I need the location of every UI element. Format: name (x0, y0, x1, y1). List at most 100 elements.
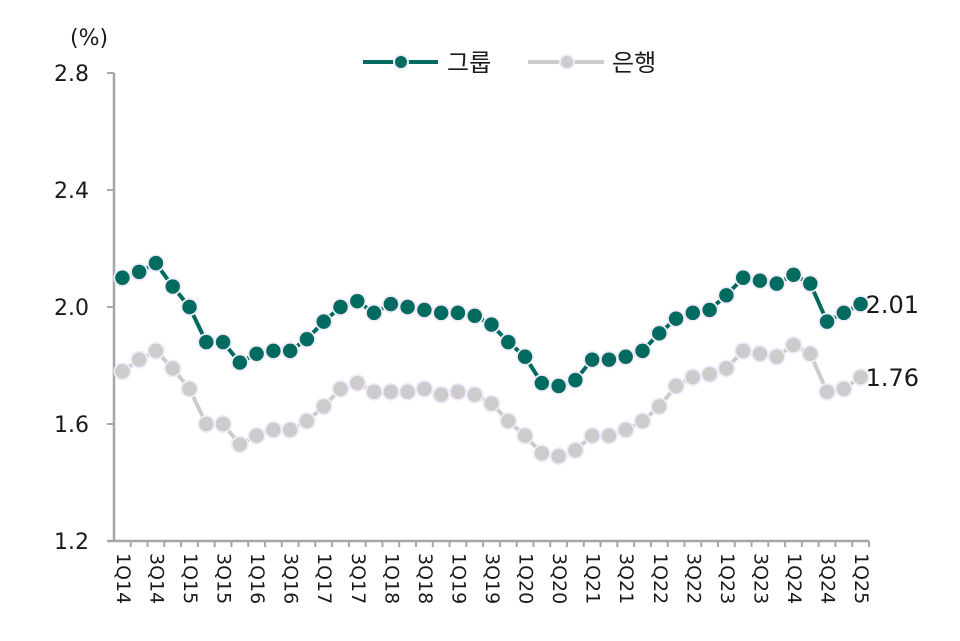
data-point[interactable] (350, 293, 365, 309)
data-point[interactable] (366, 384, 382, 400)
data-point[interactable] (115, 270, 130, 285)
data-point[interactable] (131, 352, 147, 367)
data-point[interactable] (601, 352, 617, 367)
data-point[interactable] (735, 343, 751, 359)
data-point[interactable] (819, 314, 835, 329)
data-point[interactable] (803, 276, 818, 291)
axes (107, 72, 870, 547)
data-point[interactable] (450, 384, 466, 400)
data-point[interactable] (635, 343, 650, 359)
data-point[interactable] (652, 399, 667, 414)
series-layer: 1.76 2.01 (113, 254, 919, 466)
legend-item-group[interactable]: 그룹 (363, 49, 491, 77)
data-point[interactable] (249, 428, 264, 443)
data-point[interactable] (786, 337, 801, 353)
data-point[interactable] (685, 370, 701, 385)
data-point[interactable] (316, 399, 331, 414)
data-point[interactable] (584, 352, 600, 367)
data-point[interactable] (215, 416, 231, 432)
data-point[interactable] (484, 317, 499, 332)
data-point[interactable] (282, 422, 298, 438)
data-point[interactable] (584, 428, 600, 443)
data-point[interactable] (383, 384, 399, 400)
data-point[interactable] (551, 378, 566, 394)
data-point[interactable] (450, 305, 466, 321)
y-tick-label: 2.8 (54, 62, 89, 87)
data-point[interactable] (534, 446, 550, 461)
data-point[interactable] (282, 343, 298, 359)
data-point[interactable] (836, 305, 852, 321)
data-point[interactable] (131, 264, 147, 280)
data-point[interactable] (568, 372, 583, 388)
data-point[interactable] (215, 334, 231, 350)
data-point[interactable] (601, 428, 617, 443)
data-point[interactable] (551, 448, 566, 464)
data-point[interactable] (199, 416, 214, 432)
data-point[interactable] (752, 346, 768, 361)
data-point[interactable] (534, 375, 550, 391)
data-point[interactable] (383, 296, 399, 312)
data-point[interactable] (735, 270, 751, 285)
data-point[interactable] (148, 343, 164, 359)
data-point[interactable] (635, 413, 650, 429)
data-point[interactable] (819, 384, 835, 400)
data-point[interactable] (769, 349, 784, 364)
data-point[interactable] (853, 296, 868, 312)
x-tick-label: 1Q14 (112, 553, 134, 604)
data-point[interactable] (182, 299, 197, 315)
legend-item-bank[interactable]: 은행 (528, 49, 656, 77)
data-point[interactable] (517, 349, 533, 364)
data-point[interactable] (333, 381, 348, 397)
data-point[interactable] (786, 267, 801, 283)
x-tick-label: 3Q19 (481, 553, 503, 604)
x-tick-label: 1Q25 (850, 553, 872, 604)
data-point[interactable] (467, 308, 482, 323)
data-point[interactable] (316, 314, 331, 329)
data-point[interactable] (232, 437, 248, 452)
data-point[interactable] (417, 381, 432, 397)
data-point[interactable] (115, 364, 130, 379)
data-point[interactable] (618, 349, 633, 364)
data-point[interactable] (165, 279, 180, 294)
data-point[interactable] (652, 326, 667, 341)
data-point[interactable] (484, 396, 499, 411)
y-tick-label: 1.6 (54, 413, 89, 438)
data-point[interactable] (249, 346, 264, 361)
data-point[interactable] (148, 255, 164, 271)
data-point[interactable] (433, 387, 449, 402)
y-tick-label: 2.4 (54, 179, 89, 204)
data-point[interactable] (668, 378, 684, 394)
data-point[interactable] (568, 443, 583, 458)
data-point[interactable] (618, 422, 633, 438)
data-point[interactable] (719, 361, 734, 376)
data-point[interactable] (501, 413, 516, 429)
data-point[interactable] (467, 387, 482, 402)
data-point[interactable] (350, 375, 365, 391)
data-point[interactable] (752, 273, 768, 288)
data-point[interactable] (299, 413, 315, 429)
data-point[interactable] (517, 428, 533, 443)
data-point[interactable] (668, 311, 684, 326)
data-point[interactable] (400, 299, 415, 315)
data-point[interactable] (501, 334, 516, 350)
data-point[interactable] (685, 305, 701, 321)
data-point[interactable] (400, 384, 415, 400)
data-point[interactable] (769, 276, 784, 291)
data-point[interactable] (417, 302, 432, 318)
data-point[interactable] (232, 355, 248, 370)
data-point[interactable] (165, 361, 180, 376)
data-point[interactable] (803, 346, 818, 361)
data-point[interactable] (853, 370, 868, 385)
data-point[interactable] (702, 367, 717, 382)
data-point[interactable] (266, 422, 281, 438)
data-point[interactable] (333, 299, 348, 315)
data-point[interactable] (299, 331, 315, 347)
data-point[interactable] (366, 305, 382, 321)
data-point[interactable] (199, 334, 214, 350)
data-point[interactable] (266, 343, 281, 359)
data-point[interactable] (719, 288, 734, 303)
data-point[interactable] (702, 302, 717, 318)
data-point[interactable] (433, 305, 449, 321)
data-point[interactable] (836, 381, 852, 397)
data-point[interactable] (182, 381, 197, 397)
